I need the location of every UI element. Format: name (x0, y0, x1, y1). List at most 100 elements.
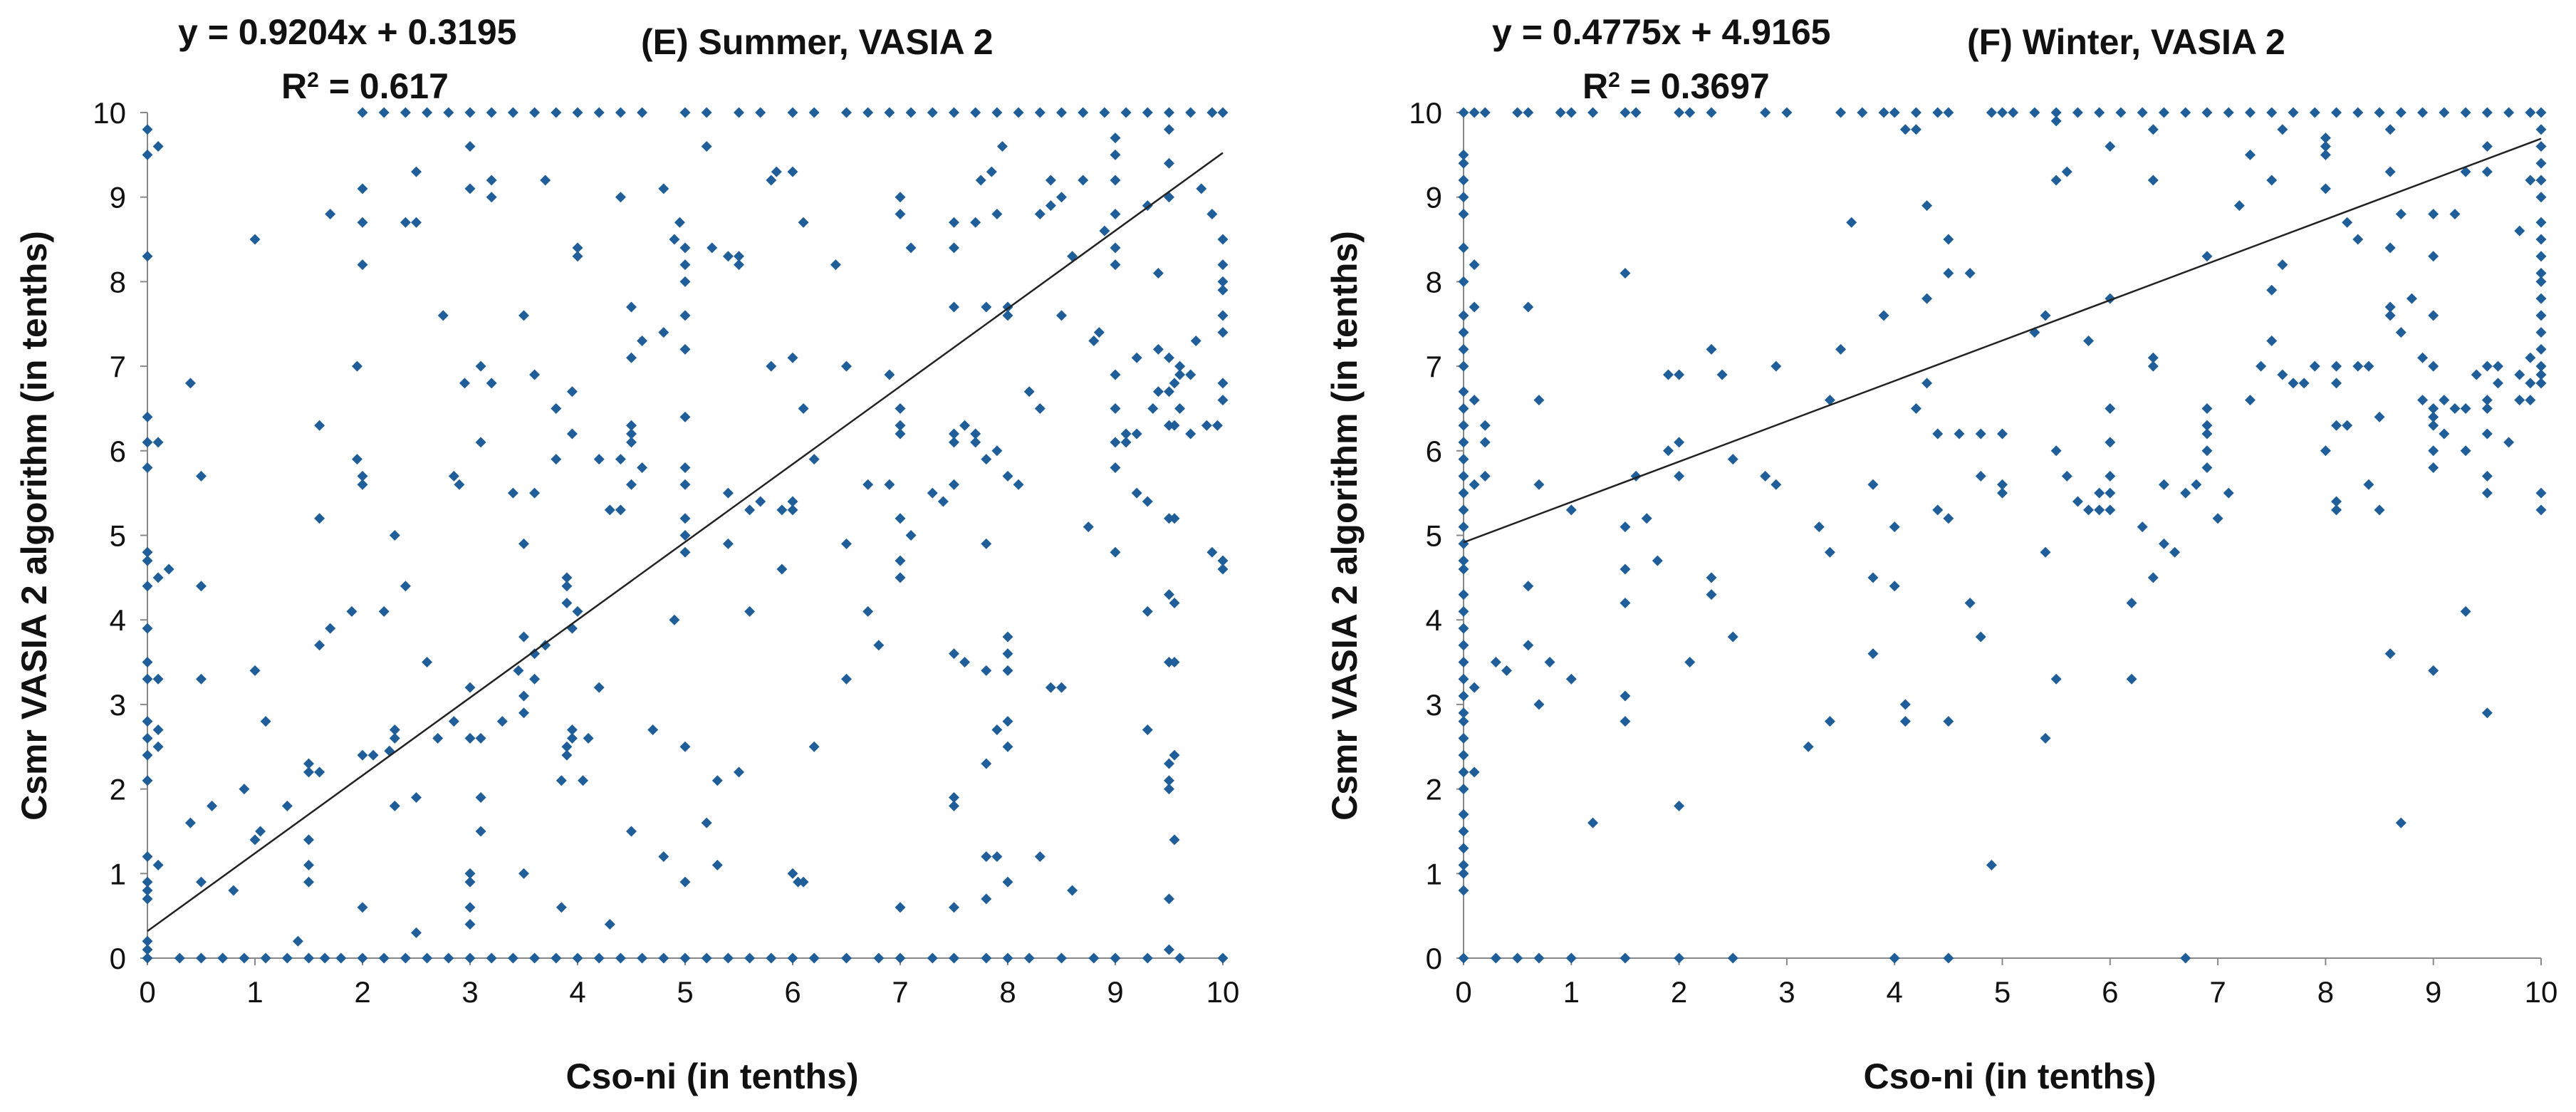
data-point (1857, 107, 1868, 118)
data-point (771, 166, 782, 177)
x-tick-label: 1 (246, 975, 263, 1009)
data-point (2201, 428, 2213, 440)
data-point (1620, 563, 1631, 575)
data-point (566, 732, 578, 744)
data-point (2428, 208, 2439, 219)
data-point (1727, 631, 1738, 643)
data-point (981, 538, 992, 549)
data-point (1217, 259, 1229, 271)
data-point (142, 657, 153, 668)
data-point (228, 885, 239, 896)
x-tick-label: 6 (784, 975, 801, 1009)
data-point (1997, 479, 2008, 490)
y-tick-label: 10 (93, 96, 126, 130)
data-point (556, 775, 567, 786)
data-point (303, 876, 314, 888)
data-point (1002, 741, 1013, 752)
data-point (529, 648, 541, 660)
data-point (249, 665, 261, 676)
data-point (895, 572, 906, 583)
data-point (841, 952, 852, 964)
data-point (2331, 378, 2342, 389)
data-point (1932, 428, 1944, 440)
data-point (2503, 437, 2515, 448)
x-tick-label: 7 (2209, 975, 2226, 1009)
data-point (1458, 707, 1469, 719)
data-point (2481, 166, 2493, 177)
data-point (679, 276, 691, 287)
data-point (604, 504, 615, 516)
data-point (1512, 952, 1523, 964)
data-point (734, 107, 744, 118)
data-point (615, 454, 626, 465)
data-point (2417, 107, 2429, 118)
data-point (1206, 107, 1218, 118)
data-point (1458, 555, 1469, 566)
data-point (1110, 546, 1121, 558)
data-point (776, 504, 788, 516)
data-point (378, 107, 390, 118)
chart-winter: y = 0.4775x + 4.9165 R2 = 0.3697 (F) Win… (1325, 12, 2557, 1096)
data-point (2352, 234, 2364, 245)
data-point (464, 919, 476, 930)
data-point (1620, 521, 1631, 533)
data-point (830, 259, 841, 271)
data-point (2288, 378, 2299, 389)
data-point (2514, 395, 2525, 406)
data-point (260, 952, 271, 964)
data-point (448, 716, 459, 727)
data-point (949, 107, 959, 118)
data-point (2460, 606, 2471, 617)
data-point (626, 479, 637, 490)
trendline-equation: y = 0.9204x + 0.3195 (178, 12, 516, 52)
data-point (798, 217, 809, 228)
data-point (2535, 192, 2547, 203)
data-point (142, 935, 153, 947)
x-tick-label: 3 (1778, 975, 1795, 1009)
data-point (1469, 107, 1480, 118)
data-point (755, 107, 766, 118)
data-point (475, 826, 486, 837)
data-point (1910, 402, 1921, 414)
data-point (142, 581, 153, 592)
data-point (2417, 395, 2429, 406)
data-point (1083, 521, 1094, 533)
data-point (2428, 360, 2439, 372)
data-point (1002, 648, 1013, 660)
data-point (626, 352, 637, 363)
data-point (2428, 251, 2439, 262)
data-point (1458, 767, 1469, 778)
data-point (551, 107, 562, 118)
data-point (658, 327, 669, 338)
data-point (142, 149, 153, 160)
data-point (1142, 496, 1153, 507)
data-point (443, 952, 454, 964)
data-point (2460, 166, 2471, 177)
data-point (895, 192, 906, 203)
data-point (1458, 749, 1469, 761)
data-point (1088, 335, 1100, 346)
data-point (1458, 732, 1469, 744)
data-point (142, 546, 153, 558)
data-point (1824, 716, 1835, 727)
x-tick-label: 4 (569, 975, 585, 1009)
data-point (1943, 952, 1954, 964)
data-point (2525, 352, 2536, 363)
data-point (142, 952, 153, 964)
data-point (1131, 352, 1142, 363)
data-point (1174, 402, 1186, 414)
data-point (1002, 665, 1013, 676)
data-point (142, 251, 153, 262)
data-point (2535, 124, 2547, 135)
data-point (1813, 521, 1825, 533)
data-point (400, 217, 411, 228)
data-point (1147, 402, 1159, 414)
data-point (1458, 454, 1469, 465)
data-point (540, 640, 551, 651)
data-point (986, 166, 997, 177)
data-point (1056, 192, 1067, 203)
data-point (2288, 107, 2299, 118)
data-point (766, 360, 777, 372)
data-point (357, 749, 368, 761)
data-point (959, 657, 971, 668)
